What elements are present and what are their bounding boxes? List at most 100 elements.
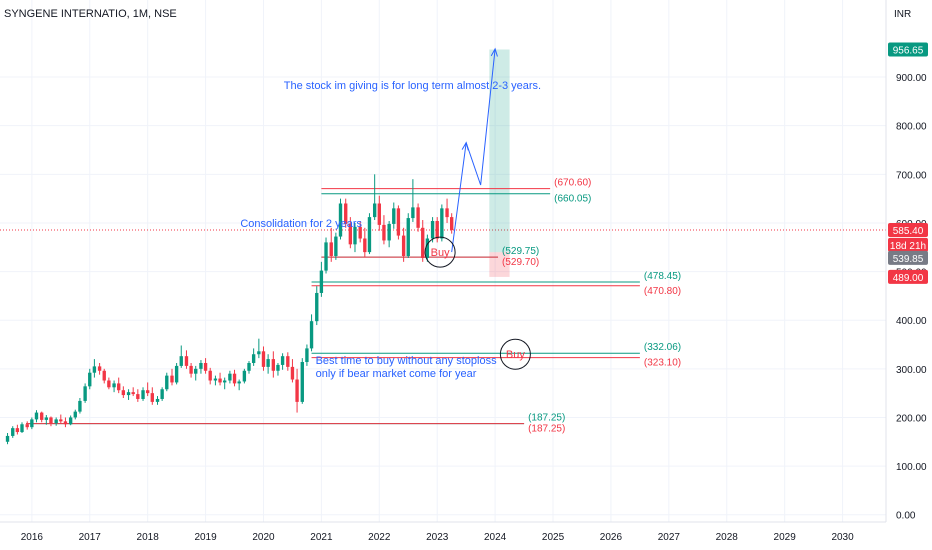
candle-body [189, 365, 193, 374]
candle-body [20, 424, 24, 433]
candle-body [421, 227, 425, 258]
chart-title: SYNGENE INTERNATIO, 1M, NSE [4, 8, 177, 20]
y-tick-label: 100.00 [896, 462, 927, 473]
annotations: The stock im giving is for long term alm… [240, 80, 541, 380]
candle-body [324, 242, 328, 271]
candle-body [213, 378, 218, 381]
grid [0, 0, 886, 522]
candle-body [445, 208, 449, 218]
y-tick-label: 300.00 [896, 365, 927, 376]
annotation-text: Consolidation for 2 years [240, 218, 362, 230]
projection-arrowhead-mid [461, 141, 469, 151]
x-tick-label: 2028 [716, 532, 739, 543]
candle-body [5, 435, 10, 442]
target-zone [489, 49, 510, 253]
x-tick-label: 2022 [368, 532, 391, 543]
candle-body [25, 424, 29, 428]
candle-body [165, 375, 169, 390]
candle-body [11, 428, 15, 436]
candle-body [102, 370, 106, 381]
candle-body [150, 393, 154, 402]
price-badge-label: 956.65 [893, 46, 924, 57]
candle-body [78, 400, 82, 412]
level-label-deep-red: (323.10) [644, 358, 681, 369]
buy-marker-label: Buy [506, 349, 525, 361]
candle-body [112, 383, 116, 388]
candle-body [228, 373, 232, 381]
candle-body [97, 366, 102, 371]
y-tick-label: 0.00 [896, 511, 916, 522]
level-label-bottom-red: (187.25) [528, 424, 565, 435]
level-label-deep-green: (332.06) [644, 342, 681, 353]
candle-body [338, 203, 343, 237]
x-tick-label: 2027 [658, 532, 681, 543]
price-badge-label: 18d 21h [890, 241, 926, 252]
currency-label: INR [894, 9, 911, 20]
candle-body [126, 392, 131, 396]
price-badge-bg [888, 237, 928, 252]
candle-body [450, 217, 454, 231]
projection-arrowhead [490, 47, 498, 57]
candle-body [286, 356, 290, 367]
candle-body [49, 417, 53, 424]
projection-path [451, 47, 498, 253]
candle-body [68, 417, 73, 425]
candle-body [276, 364, 280, 371]
candle-body [392, 208, 396, 224]
candle-body [30, 419, 34, 428]
candle-body [416, 207, 420, 228]
level-label-bottom-green: (187.25) [528, 413, 565, 424]
candle-body [300, 362, 304, 402]
candle-body [63, 421, 68, 425]
y-tick-label: 700.00 [896, 170, 927, 181]
price-badge-bg [888, 42, 928, 57]
candle-body [329, 242, 333, 257]
annotation-text: only if bear market come for year [316, 368, 477, 380]
candle-body [401, 235, 406, 257]
x-tick-label: 2024 [484, 532, 507, 543]
buy-marker-circle [499, 338, 531, 370]
price-badge-bg [888, 250, 928, 265]
candle-body [83, 386, 87, 401]
level-label-entry-green: (529.75) [502, 246, 539, 257]
candle-body [305, 348, 309, 363]
candle-body [271, 359, 276, 371]
candle-body [179, 356, 183, 366]
position-box [489, 49, 510, 277]
candle-body [160, 389, 164, 399]
y-tick-label: 900.00 [896, 73, 927, 84]
price-badge-label: 539.85 [893, 254, 924, 265]
candle-body [266, 359, 270, 367]
level-label-resistance-green: (660.05) [554, 194, 591, 205]
price-badge-bg [888, 269, 928, 284]
candle-body [396, 208, 401, 236]
candle-body [218, 378, 222, 383]
candle-body [59, 419, 63, 422]
candle-body [430, 220, 435, 239]
candle-body [155, 398, 160, 402]
candle-body [247, 362, 251, 371]
candle-body [136, 394, 140, 399]
x-tick-label: 2030 [831, 532, 854, 543]
candle-body [319, 270, 324, 293]
level-label-support-green: (478.45) [644, 271, 681, 282]
price-badge-label: 585.40 [893, 226, 924, 237]
candle-body [34, 412, 39, 420]
y-tick-label: 800.00 [896, 122, 927, 133]
candle-body [145, 390, 150, 394]
candle-body [194, 368, 198, 374]
level-label-support-red: (470.80) [644, 286, 681, 297]
x-tick-label: 2016 [21, 532, 44, 543]
x-tick-label: 2017 [79, 532, 102, 543]
level-label-entry-red: (529.70) [502, 257, 539, 268]
candle-body [199, 362, 203, 369]
x-tick-label: 2018 [137, 532, 160, 543]
candle-body [223, 380, 227, 383]
candle-body [184, 356, 189, 366]
candle-body [353, 226, 357, 245]
price-badge-bg [888, 223, 928, 238]
buy-marker-label: Buy [431, 247, 450, 259]
candle-body [387, 223, 391, 241]
candle-body [372, 203, 377, 218]
